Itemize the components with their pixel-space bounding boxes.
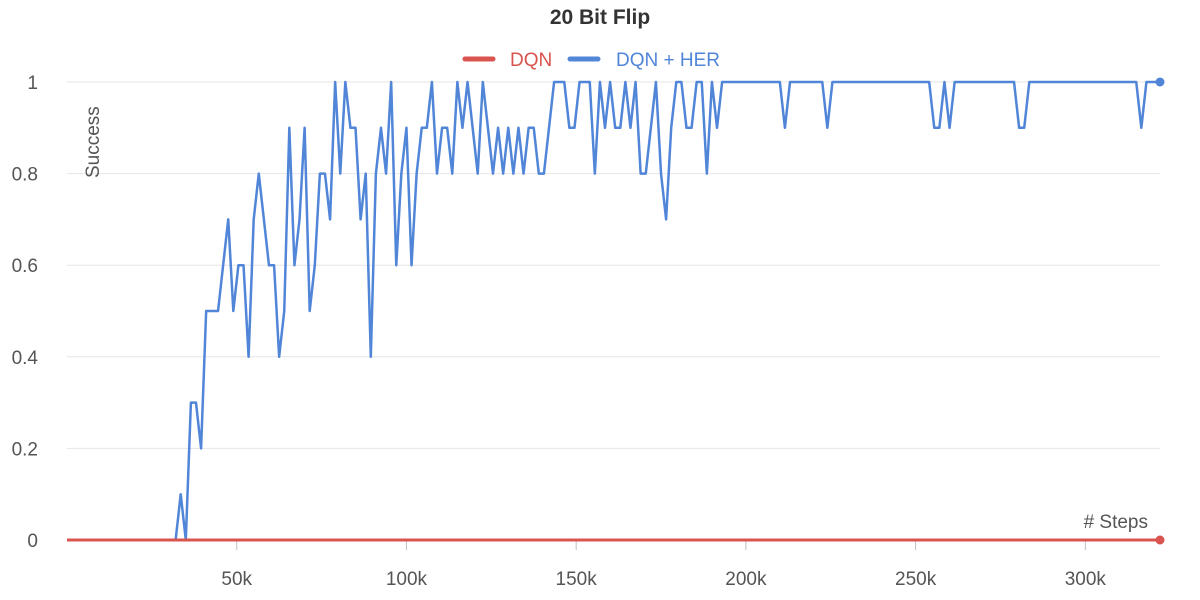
y-axis-label: Success (83, 106, 104, 178)
y-tick-label: 0.8 (12, 165, 38, 186)
x-tick-label: 200k (725, 569, 767, 590)
x-axis: 50k 100k 150k 200k 250k 300k (221, 540, 1106, 590)
legend[interactable]: DQN DQN + HER (462, 50, 720, 71)
y-tick-label: 0.6 (12, 256, 38, 277)
legend-label[interactable]: DQN (510, 50, 552, 71)
y-tick-label: 0.4 (12, 348, 39, 369)
legend-label[interactable]: DQN + HER (616, 50, 720, 71)
y-axis: 0 0.2 0.4 0.6 0.8 1 (12, 73, 39, 552)
x-tick-label: 150k (556, 569, 598, 590)
y-tick-label: 1 (27, 73, 38, 94)
series-layer (67, 77, 1165, 545)
series-line-dqn-her (67, 80, 1160, 542)
x-tick-label: 100k (386, 569, 428, 590)
y-tick-label: 0 (27, 531, 38, 552)
y-tick-label: 0.2 (12, 439, 38, 460)
x-tick-label: 300k (1065, 569, 1107, 590)
x-tick-label: 250k (895, 569, 937, 590)
x-axis-label: # Steps (1084, 512, 1148, 533)
chart-title: 20 Bit Flip (550, 6, 650, 29)
series-end-point[interactable] (1155, 77, 1165, 87)
x-tick-label: 50k (221, 569, 252, 590)
series-end-point[interactable] (1155, 535, 1165, 545)
